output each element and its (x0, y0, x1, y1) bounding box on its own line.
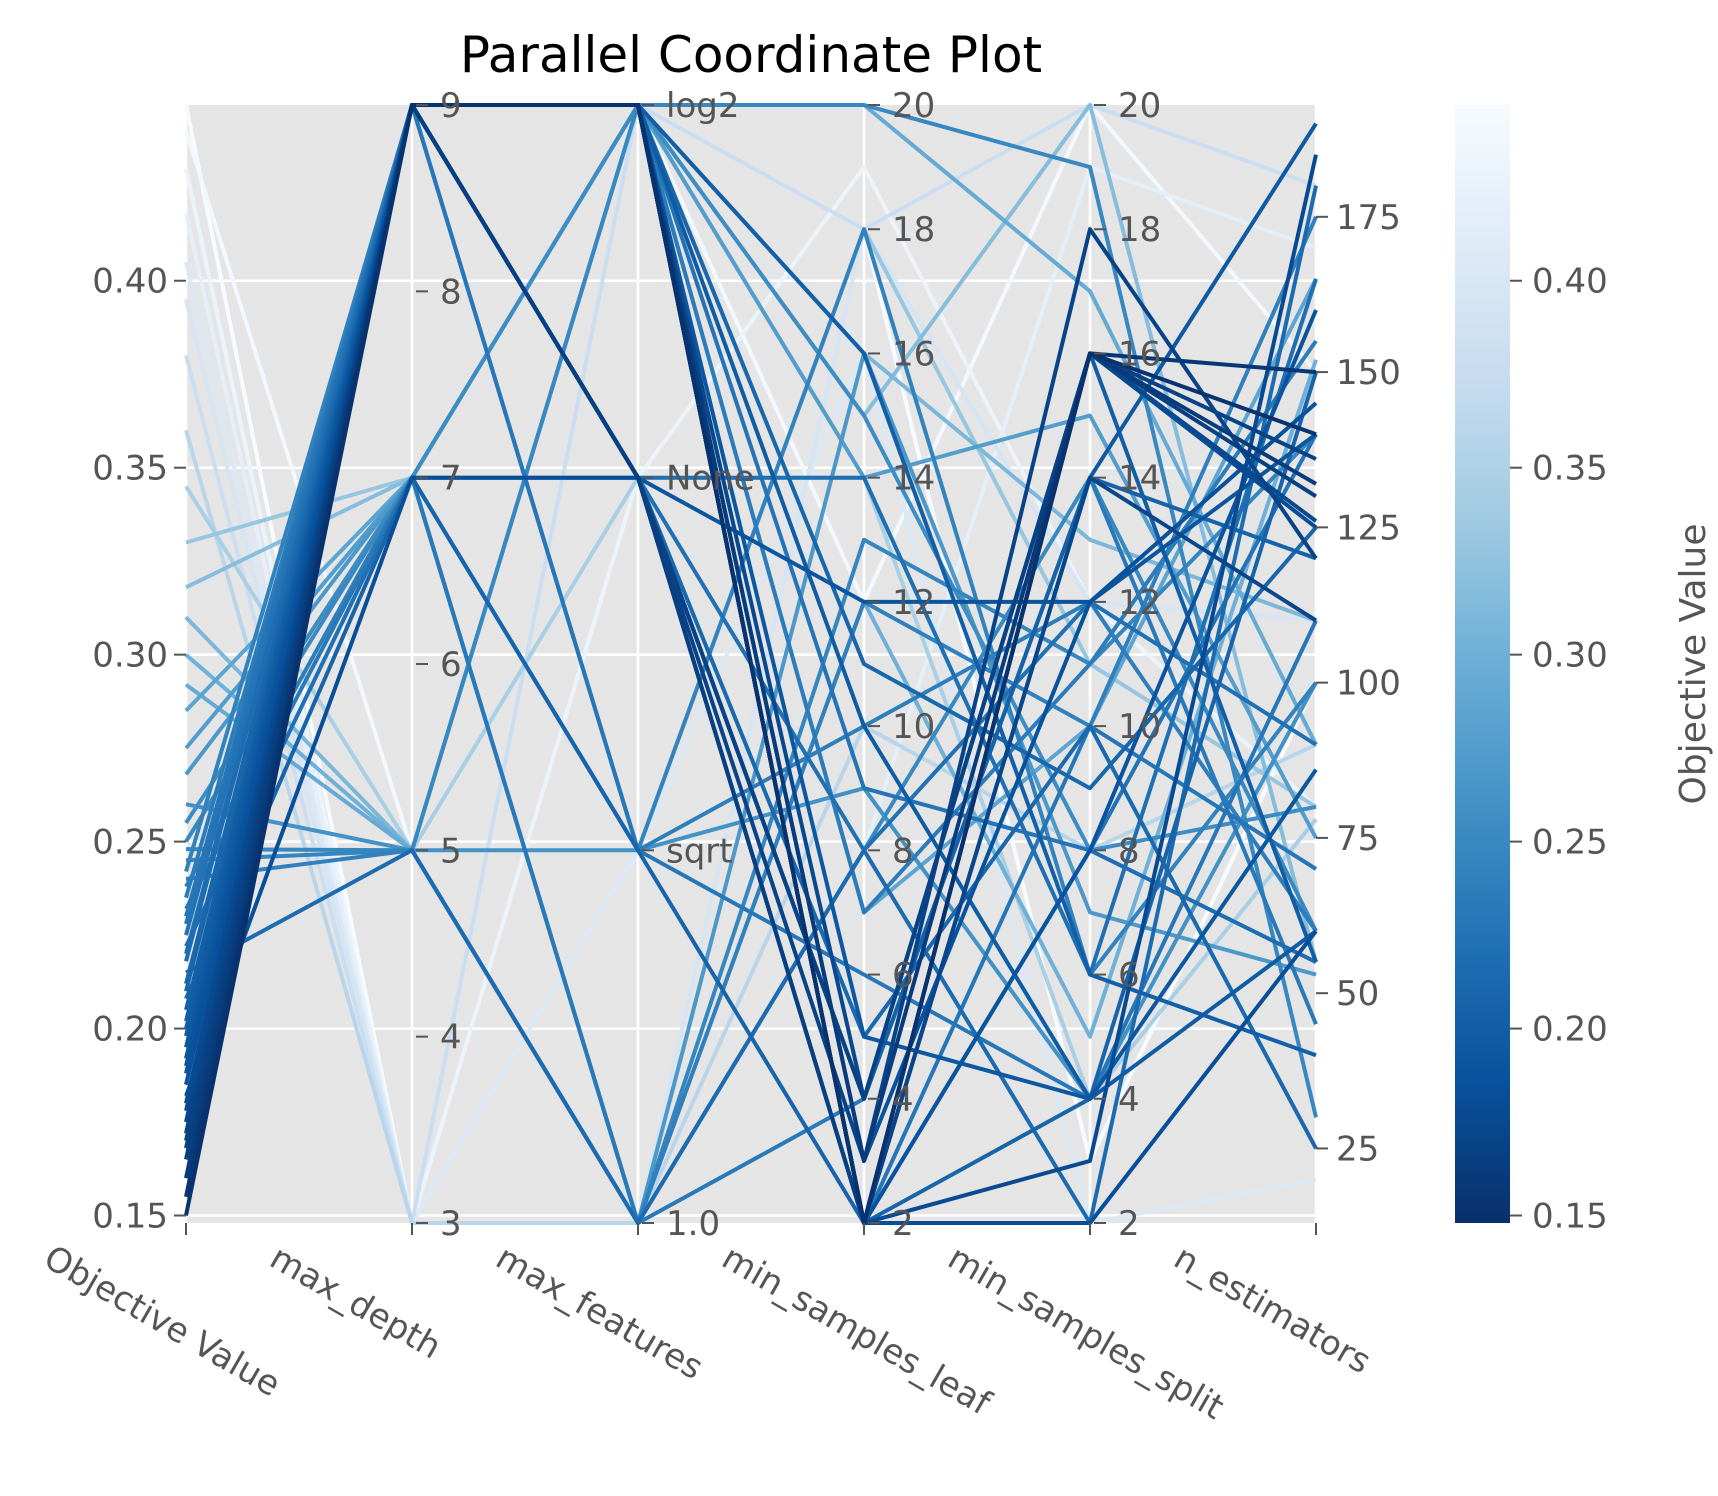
tick-label: 18 (1118, 210, 1161, 250)
tick-label: 6 (892, 956, 914, 996)
colorbar-tick-label: 0.35 (1532, 449, 1608, 489)
tick-label: 2 (892, 1204, 914, 1244)
trial-line (184, 371, 1318, 1225)
tick-label: 16 (1118, 334, 1161, 374)
tick-label: 175 (1336, 198, 1401, 238)
tick-label: 9 (440, 86, 462, 126)
tick-label: 0.30 (92, 636, 168, 676)
axis-name: max_depth (263, 1238, 448, 1368)
tick-label: 14 (1118, 459, 1161, 499)
trial-line (184, 103, 1317, 1225)
colorbar-tick-label: 0.15 (1532, 1197, 1608, 1237)
tick-label: 100 (1336, 664, 1401, 704)
tick-label: 50 (1336, 974, 1379, 1014)
tick-label: log2 (666, 86, 739, 126)
axis-name: n_estimators (1167, 1238, 1377, 1383)
tick-label: 4 (440, 1018, 462, 1058)
trial-line (184, 103, 1318, 839)
tick-label: 3 (440, 1204, 462, 1244)
tick-label: 10 (892, 707, 935, 747)
tick-label: 125 (1336, 508, 1401, 548)
colorbar-label: Objective Value (1673, 523, 1714, 804)
tick-label: 75 (1336, 819, 1379, 859)
tick-label: 150 (1336, 353, 1401, 393)
chart-title: Parallel Coordinate Plot (460, 26, 1042, 84)
tick-label: 2 (1118, 1204, 1140, 1244)
tick-label: 0.40 (92, 262, 168, 302)
tick-label: 12 (1118, 583, 1161, 623)
tick-label: 6 (440, 645, 462, 685)
tick-label: 0.25 (92, 823, 168, 863)
tick-label: sqrt (666, 831, 733, 871)
tick-label: 12 (892, 583, 935, 623)
tick-label: 25 (1336, 1129, 1379, 1169)
tick-label: None (666, 459, 755, 499)
colorbar-bar (1455, 105, 1510, 1223)
axis-name: max_features (489, 1238, 710, 1388)
trial-line (184, 103, 1318, 853)
colorbar-tick-label: 0.30 (1532, 636, 1608, 676)
trial-line (184, 103, 1317, 1225)
tick-label: 1.0 (666, 1204, 720, 1244)
tick-label: 18 (892, 210, 935, 250)
tick-label: 7 (440, 459, 462, 499)
tick-label: 0.35 (92, 449, 168, 489)
tick-label: 8 (1118, 831, 1140, 871)
axis-name: Objective Value (37, 1238, 287, 1405)
colorbar-tick-label: 0.40 (1532, 262, 1608, 302)
tick-label: 6 (1118, 956, 1140, 996)
trial-lines (184, 103, 1318, 1225)
tick-label: 16 (892, 334, 935, 374)
tick-label: 4 (1118, 1080, 1140, 1120)
tick-label: 5 (440, 831, 462, 871)
tick-label: 8 (892, 831, 914, 871)
tick-label: 14 (892, 459, 935, 499)
tick-label: 20 (1118, 86, 1161, 126)
tick-label: 0.20 (92, 1010, 168, 1050)
tick-label: 10 (1118, 707, 1161, 747)
tick-label: 0.15 (92, 1197, 168, 1237)
tick-label: 8 (440, 272, 462, 312)
colorbar: 0.15 0.20 0.25 0.30 0.35 0.40 (1455, 105, 1608, 1237)
colorbar-tick-label: 0.25 (1532, 823, 1608, 863)
trial-line (184, 227, 1317, 1225)
colorbar-tick-label: 0.20 (1532, 1010, 1608, 1050)
tick-label: 4 (892, 1080, 914, 1120)
trial-line (184, 429, 1317, 1225)
tick-label: 20 (892, 86, 935, 126)
